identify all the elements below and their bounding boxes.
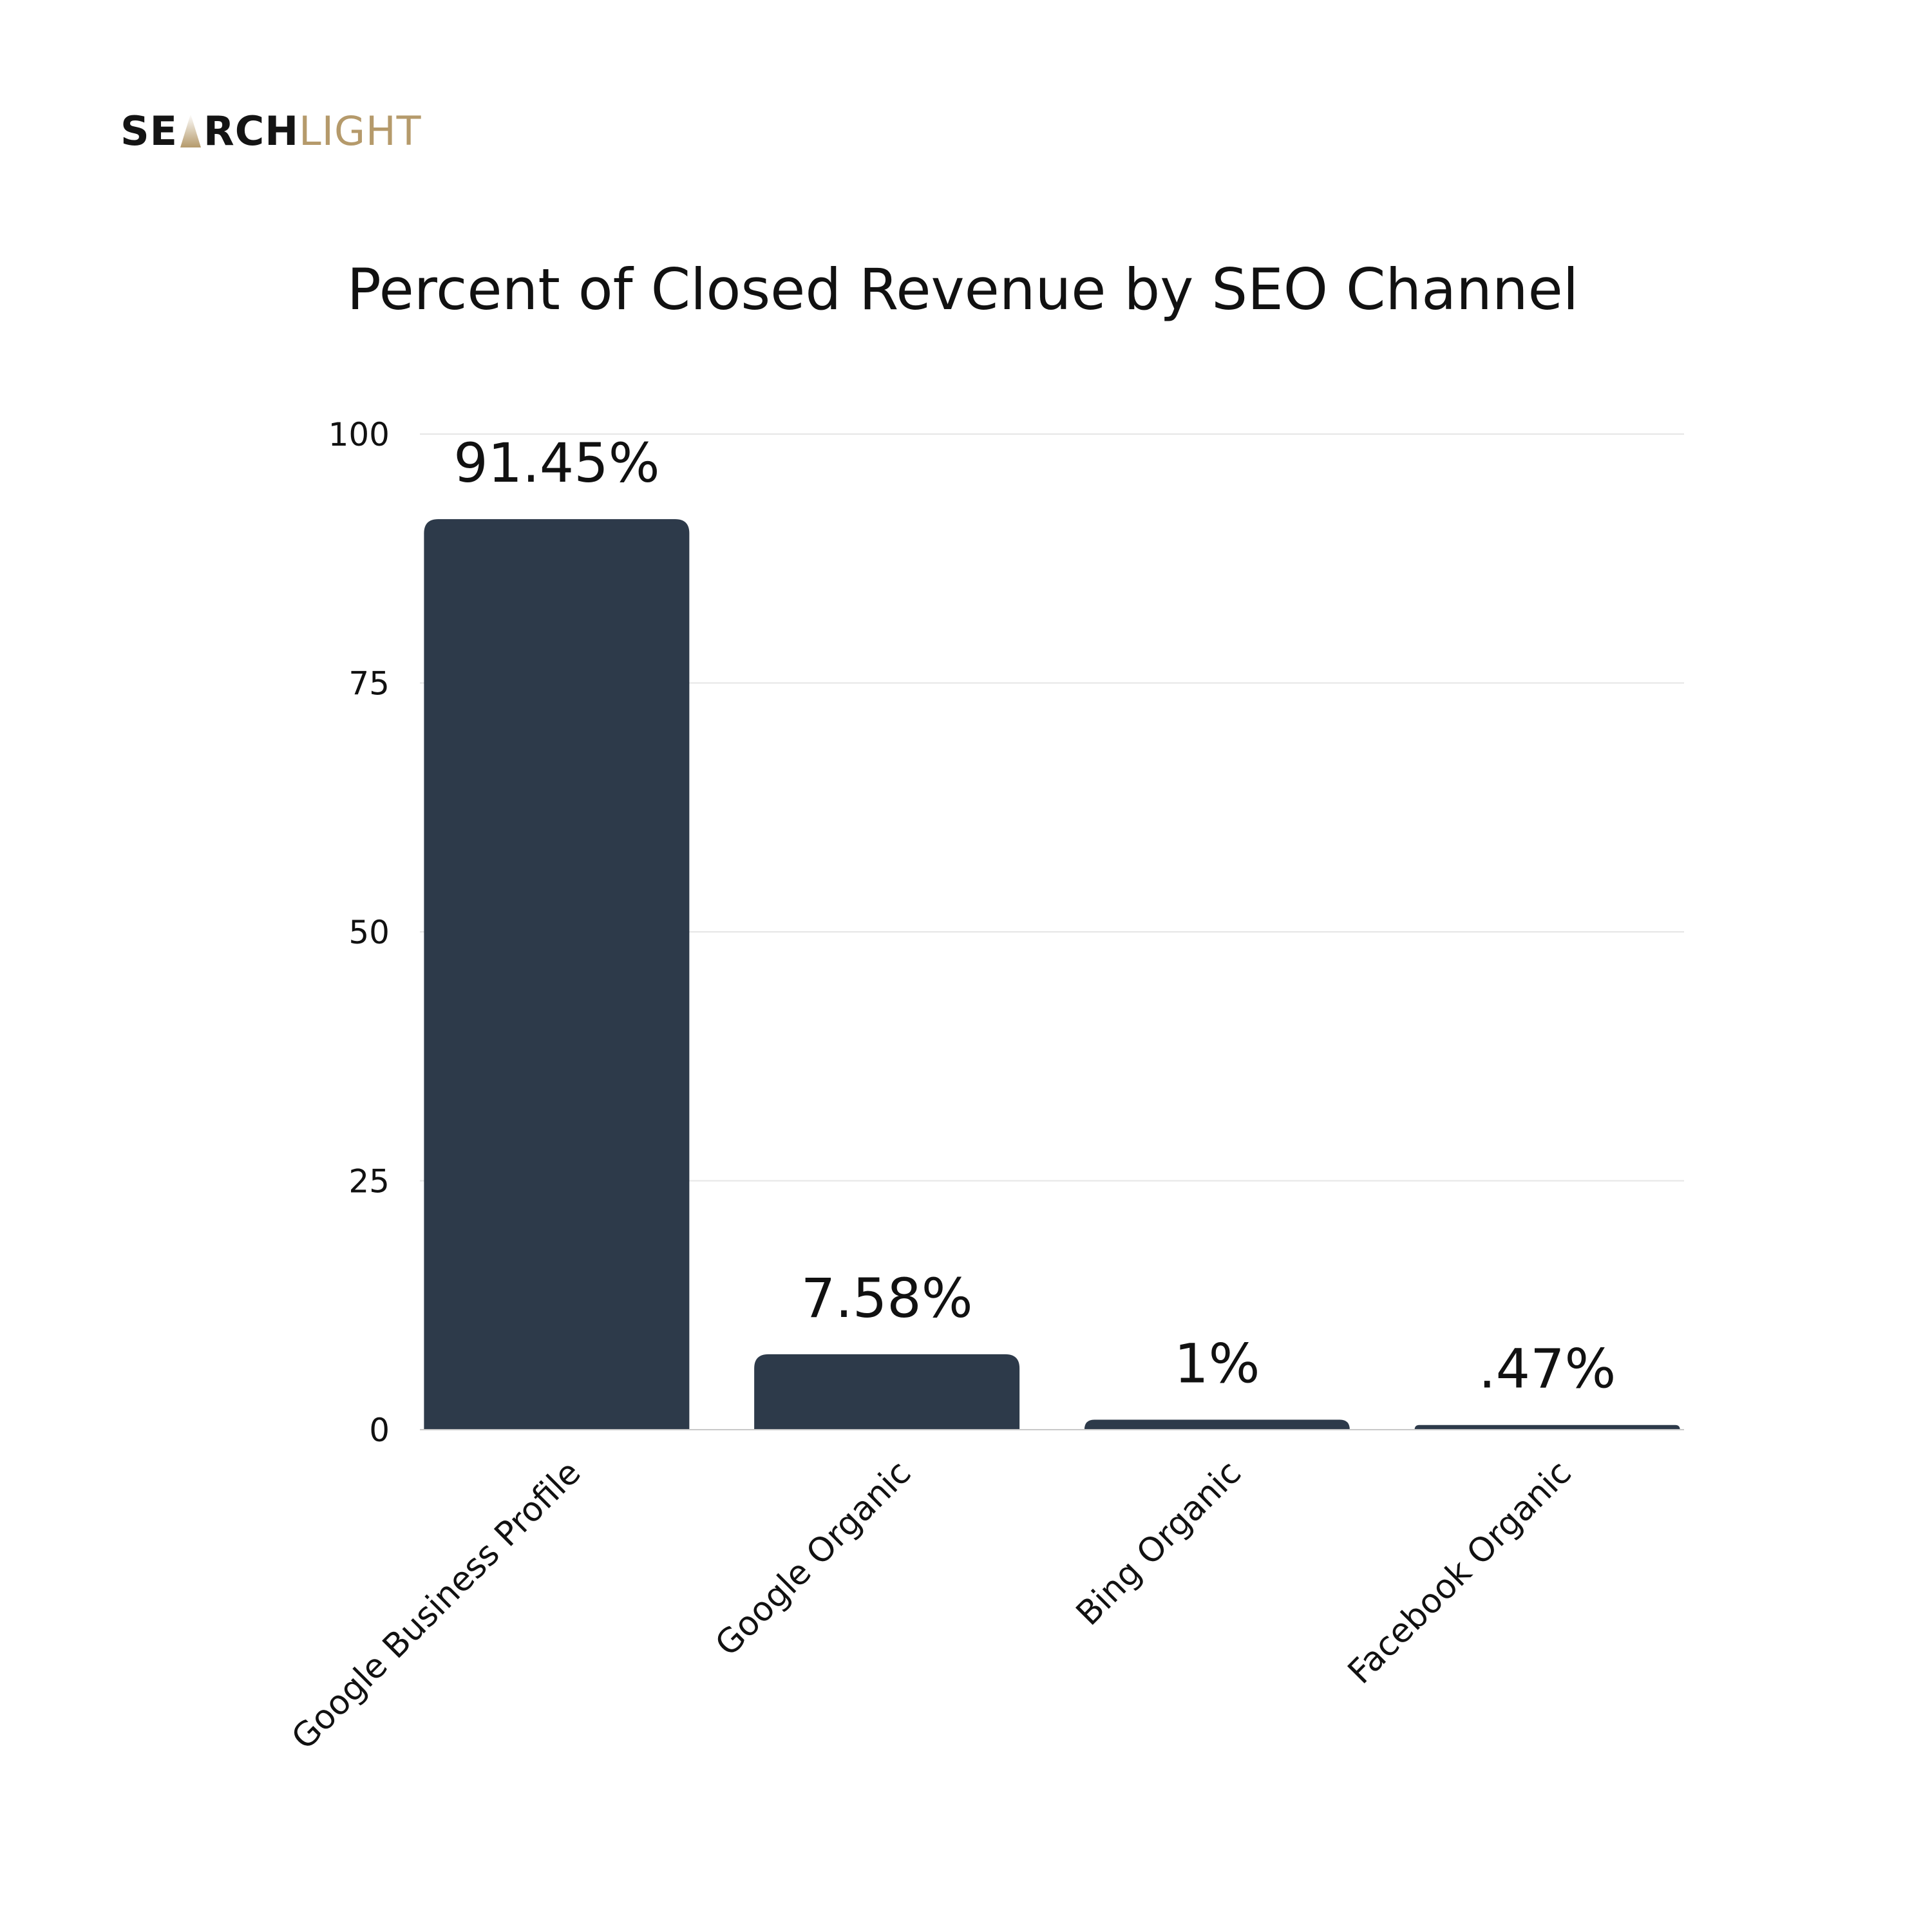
data-label: 91.45% <box>453 431 659 495</box>
brand-logo: SE RCH LIGHT <box>120 107 422 155</box>
chart-title: Percent of Closed Revenue by SEO Channel <box>347 256 1579 323</box>
x-category-label: Facebook Organic <box>1341 1454 1579 1692</box>
x-axis-categories: Google Business Profile Google Organic Bin… <box>285 1454 1579 1757</box>
bar <box>424 519 690 1430</box>
logo-text-part-1: SE <box>120 107 178 155</box>
data-labels: 91.45% 7.58% 1% .47% <box>453 431 1616 1401</box>
y-tick-label: 50 <box>348 914 390 951</box>
y-tick-label: 100 <box>328 416 390 453</box>
y-tick-label: 25 <box>348 1163 390 1200</box>
x-category-label: Google Organic <box>708 1454 919 1664</box>
data-label: 1% <box>1174 1332 1260 1396</box>
searchlight-beam-icon <box>180 114 202 147</box>
bar <box>1414 1425 1680 1430</box>
x-category-label: Bing Organic <box>1069 1454 1249 1633</box>
logo-text-part-3: LIGHT <box>299 107 422 155</box>
bar <box>1084 1419 1350 1430</box>
x-category-label: Google Business Profile <box>285 1454 589 1757</box>
logo-text-part-2: RCH <box>204 107 299 155</box>
bars <box>424 519 1680 1430</box>
data-label: 7.58% <box>801 1267 973 1330</box>
y-tick-label: 0 <box>369 1412 390 1449</box>
data-label: .47% <box>1479 1338 1616 1401</box>
bar <box>754 1354 1020 1430</box>
y-axis-ticks: 0 25 50 75 100 <box>328 416 390 1449</box>
y-tick-label: 75 <box>348 665 390 703</box>
